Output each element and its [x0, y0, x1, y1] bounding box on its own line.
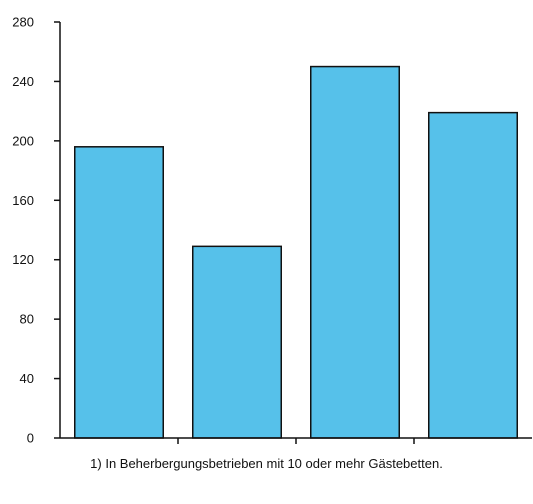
y-tick-label: 280	[12, 15, 34, 30]
bar-rb-kassel	[310, 65, 400, 439]
x-axis-ticks	[177, 438, 415, 444]
y-tick-label: 80	[20, 312, 34, 327]
bars	[74, 65, 518, 439]
y-axis-ticks: 0 40 80 120 160 200 240 280	[12, 15, 60, 446]
y-tick-label: 240	[12, 74, 34, 89]
bar-lk-kassel	[192, 245, 282, 439]
bar-hofgeismar	[74, 146, 164, 439]
footnote: 1) In Beherbergungsbetrieben mit 10 oder…	[90, 456, 443, 471]
bar-hessen	[428, 111, 518, 439]
y-tick-label: 160	[12, 193, 34, 208]
y-tick-label: 40	[20, 371, 34, 386]
y-tick-label: 0	[27, 431, 34, 446]
y-tick-label: 120	[12, 252, 34, 267]
y-tick-label: 200	[12, 133, 34, 148]
